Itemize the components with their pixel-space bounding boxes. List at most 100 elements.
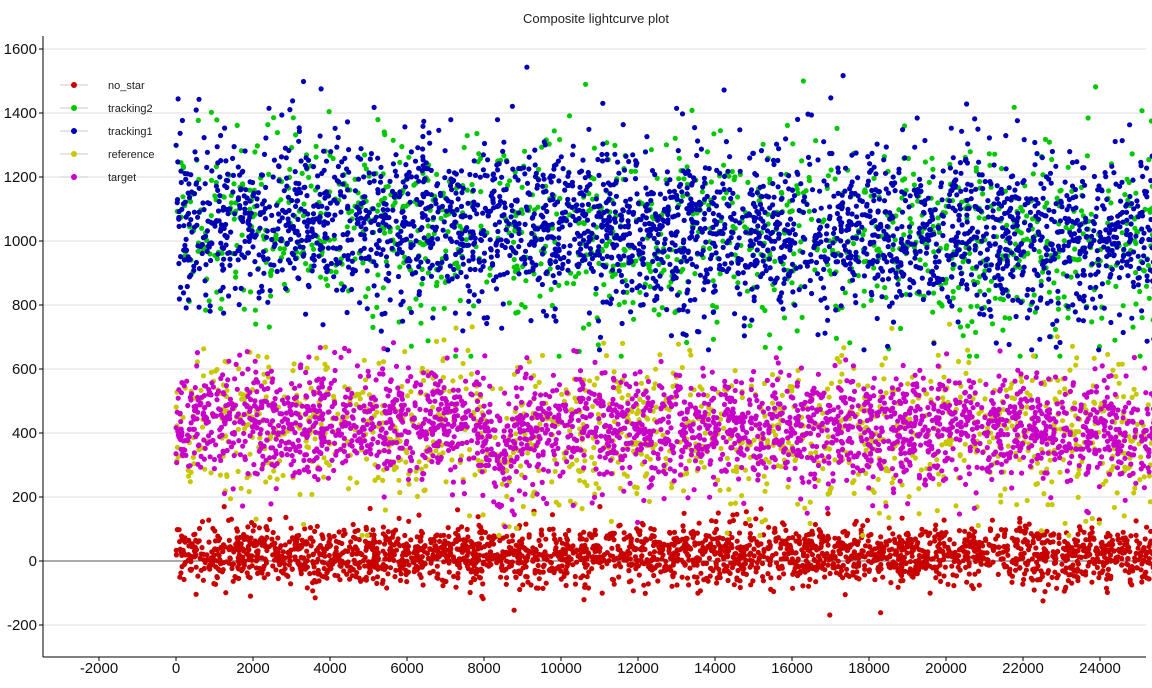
point-reference [1117, 381, 1122, 386]
point-no_star [900, 516, 905, 521]
point-no_star [840, 530, 845, 535]
point-no_star [618, 523, 623, 528]
point-no_star [455, 571, 460, 576]
point-tracking2 [1133, 270, 1138, 275]
point-tracking2 [426, 338, 431, 343]
point-tracking2 [583, 82, 588, 87]
point-no_star [1102, 555, 1107, 560]
point-tracking2 [403, 204, 408, 209]
point-no_star [1119, 546, 1124, 551]
point-reference [441, 337, 446, 342]
point-no_star [398, 578, 403, 583]
point-reference [518, 463, 523, 468]
point-no_star [757, 555, 762, 560]
point-no_star [504, 575, 509, 580]
point-no_star [329, 558, 334, 563]
point-no_star [1123, 568, 1128, 573]
point-no_star [737, 545, 742, 550]
point-no_star [257, 525, 262, 530]
point-no_star [1140, 574, 1145, 579]
point-reference [1105, 352, 1110, 357]
point-tracking2 [763, 345, 768, 350]
point-no_star [244, 551, 249, 556]
point-no_star [669, 542, 674, 547]
point-no_star [1031, 540, 1036, 545]
point-reference [718, 488, 723, 493]
point-reference [808, 521, 813, 526]
point-no_star [752, 553, 757, 558]
point-no_star [364, 578, 369, 583]
point-tracking2 [721, 163, 726, 168]
point-reference [592, 382, 597, 387]
point-no_star [448, 550, 453, 555]
point-no_star [481, 561, 486, 566]
point-no_star [863, 543, 868, 548]
point-no_star [518, 568, 523, 573]
point-no_star [433, 533, 438, 538]
point-no_star [384, 556, 389, 561]
point-tracking2 [882, 285, 887, 290]
point-reference [312, 436, 317, 441]
point-no_star [716, 510, 721, 515]
point-tracking2 [376, 202, 381, 207]
point-tracking2 [665, 254, 670, 259]
point-no_star [548, 554, 553, 559]
point-tracking2 [990, 321, 995, 326]
point-tracking2 [314, 144, 319, 149]
point-tracking2 [637, 290, 642, 295]
point-no_star [315, 524, 320, 529]
point-tracking2 [1099, 316, 1104, 321]
point-no_star [977, 583, 982, 588]
point-reference [1092, 356, 1097, 361]
point-no_star [1048, 533, 1053, 538]
point-no_star [1083, 572, 1088, 577]
point-no_star [730, 565, 735, 570]
point-tracking2 [439, 275, 444, 280]
point-reference [297, 492, 302, 497]
point-no_star [422, 543, 427, 548]
point-tracking2 [785, 123, 790, 128]
point-no_star [765, 571, 770, 576]
point-reference [733, 368, 738, 373]
point-no_star [808, 563, 813, 568]
point-no_star [387, 540, 392, 545]
point-no_star [1089, 525, 1094, 530]
point-no_star [1002, 564, 1007, 569]
point-no_star [479, 536, 484, 541]
point-no_star [942, 518, 947, 523]
point-no_star [859, 528, 864, 533]
point-no_star [382, 541, 387, 546]
point-no_star [933, 527, 938, 532]
point-tracking2 [711, 337, 716, 342]
point-no_star [738, 585, 743, 590]
point-tracking2 [1147, 296, 1152, 301]
point-no_star [554, 566, 559, 571]
point-reference [780, 393, 785, 398]
point-tracking2 [418, 321, 423, 326]
point-tracking2 [391, 138, 396, 143]
point-reference [208, 470, 213, 475]
point-no_star [860, 548, 865, 553]
point-reference [1074, 429, 1079, 434]
point-tracking2 [974, 354, 979, 359]
point-no_star [891, 559, 896, 564]
point-no_star [517, 551, 522, 556]
point-no_star [548, 560, 553, 565]
point-no_star [1035, 577, 1040, 582]
point-tracking2 [1122, 192, 1127, 197]
point-tracking2 [705, 149, 710, 154]
point-no_star [204, 552, 209, 557]
point-reference [402, 349, 407, 354]
point-reference [417, 459, 422, 464]
point-tracking2 [1066, 165, 1071, 170]
point-tracking2 [522, 149, 527, 154]
point-no_star [370, 558, 375, 563]
point-tracking2 [1138, 354, 1143, 359]
point-tracking2 [1075, 257, 1080, 262]
point-no_star [552, 537, 557, 542]
point-no_star [192, 532, 197, 537]
point-no_star [597, 560, 602, 565]
point-no_star [606, 558, 611, 563]
point-no_star [257, 566, 262, 571]
point-no_star [231, 562, 236, 567]
